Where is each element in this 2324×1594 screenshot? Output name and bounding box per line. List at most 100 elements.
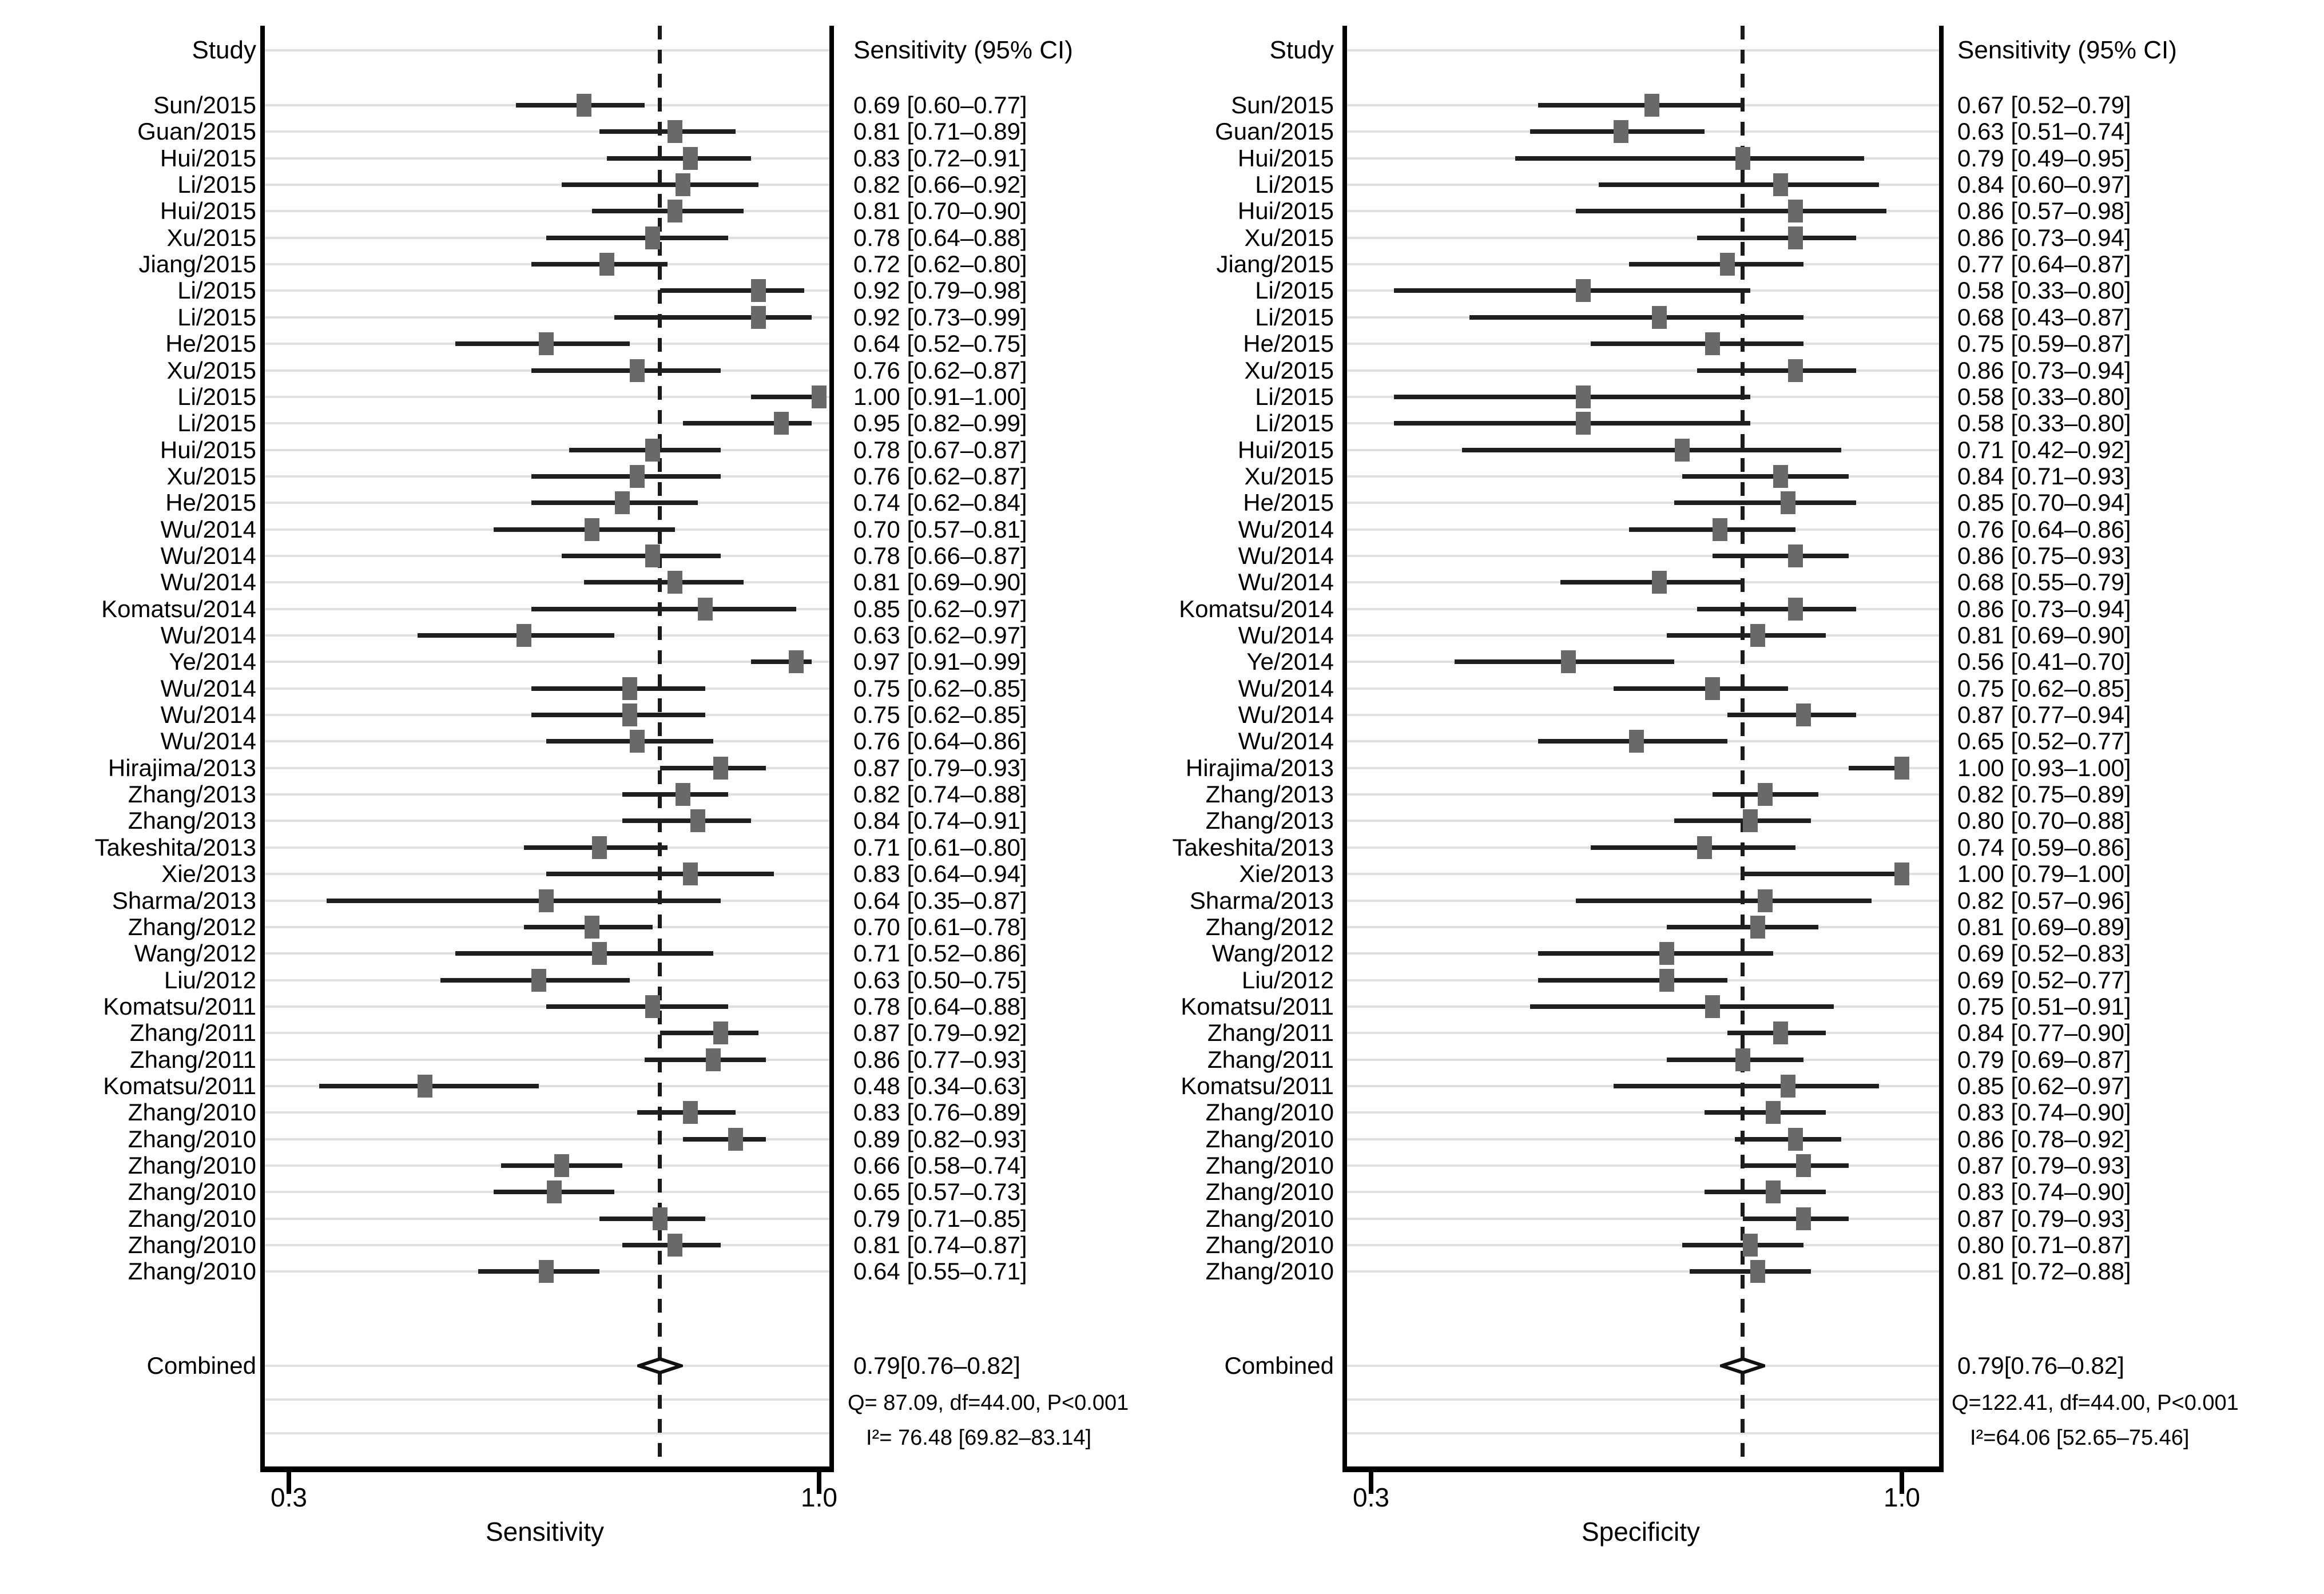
gridline	[1347, 793, 1939, 796]
point-estimate-marker	[682, 862, 698, 886]
value-text: 0.85 [0.70–0.94]	[1957, 489, 2131, 516]
value-text: 0.72 [0.62–0.80]	[853, 251, 1027, 278]
point-estimate-marker	[728, 1127, 744, 1151]
study-label: Zhang/2010	[128, 1258, 256, 1285]
point-estimate-marker	[1712, 518, 1727, 541]
study-label: Zhang/2011	[1207, 1019, 1334, 1047]
study-label: Wu/2014	[1238, 542, 1334, 569]
value-text: 0.58 [0.33–0.80]	[1957, 383, 2131, 410]
gridline	[265, 130, 829, 133]
value-text: 0.85 [0.62–0.97]	[853, 595, 1027, 622]
value-text: 0.70 [0.57–0.81]	[853, 515, 1027, 543]
ci-whisker	[599, 1216, 706, 1221]
point-estimate-marker	[1894, 756, 1909, 780]
point-estimate-marker	[1788, 1127, 1803, 1151]
study-label: Zhang/2011	[129, 1019, 256, 1047]
point-estimate-marker	[675, 783, 690, 806]
value-text: 0.92 [0.79–0.98]	[853, 277, 1027, 304]
value-text: 0.63 [0.62–0.97]	[853, 622, 1027, 649]
study-label: Hirajima/2013	[1185, 754, 1334, 781]
value-text: 0.87 [0.77–0.94]	[1957, 701, 2131, 729]
gridline	[265, 793, 829, 796]
study-label: Hui/2015	[160, 436, 256, 463]
value-text: 0.87 [0.79–0.93]	[1957, 1152, 2131, 1179]
study-label: Wu/2014	[1238, 622, 1334, 649]
study-label: Li/2015	[177, 410, 256, 437]
gridline	[1347, 1111, 1939, 1114]
point-estimate-marker	[668, 571, 683, 594]
study-label: Li/2015	[177, 303, 256, 331]
point-estimate-marker	[1742, 809, 1758, 833]
study-label: Guan/2015	[1215, 118, 1334, 145]
value-text: 0.82 [0.75–0.89]	[1957, 781, 2131, 808]
point-estimate-marker	[1758, 889, 1773, 912]
study-label: Takeshita/2013	[1172, 833, 1334, 861]
study-label: Wu/2014	[160, 569, 256, 596]
value-text: 0.76 [0.64–0.86]	[1957, 515, 2131, 543]
ci-whisker	[1667, 924, 1819, 929]
study-label: Takeshita/2013	[94, 833, 256, 861]
ci-whisker	[561, 553, 721, 558]
study-label: Xu/2015	[1244, 462, 1334, 490]
gridline	[265, 661, 829, 663]
gridline	[265, 395, 829, 398]
point-estimate-marker	[1788, 597, 1803, 621]
point-estimate-marker	[1659, 968, 1675, 992]
point-estimate-marker	[668, 120, 683, 144]
point-estimate-marker	[1659, 942, 1675, 965]
ci-whisker	[660, 1031, 759, 1036]
gridline	[1347, 1365, 1939, 1367]
study-label: He/2015	[1243, 489, 1334, 516]
study-label: Xu/2015	[1244, 224, 1334, 251]
point-estimate-marker	[1705, 332, 1720, 356]
point-estimate-marker	[539, 889, 554, 912]
point-estimate-marker	[1788, 359, 1803, 382]
point-estimate-marker	[1674, 438, 1690, 462]
ci-whisker	[546, 872, 774, 877]
ci-whisker	[1575, 209, 1887, 214]
study-label: Wu/2014	[1238, 515, 1334, 543]
study-label: Li/2015	[1255, 410, 1334, 437]
heterogeneity-i2: I²= 76.48 [69.82–83.14]	[866, 1426, 1092, 1450]
point-estimate-marker	[1750, 624, 1766, 647]
ci-whisker	[591, 209, 744, 214]
point-estimate-marker	[789, 650, 804, 674]
gridline	[265, 820, 829, 822]
study-label: Sun/2015	[153, 92, 256, 118]
study-label: Wu/2014	[160, 542, 256, 569]
point-estimate-marker	[1788, 200, 1803, 223]
ci-whisker	[531, 474, 721, 479]
ci-whisker	[531, 686, 706, 691]
study-label: Zhang/2010	[128, 1178, 256, 1206]
gridline	[265, 1244, 829, 1247]
study-label: Li/2015	[1255, 171, 1334, 198]
value-text: 0.83 [0.64–0.94]	[853, 860, 1027, 888]
value-text: 1.00 [0.91–1.00]	[853, 383, 1027, 410]
point-estimate-marker	[1629, 730, 1644, 753]
value-text: 0.79 [0.49–0.95]	[1957, 144, 2131, 172]
ci-whisker	[1515, 156, 1864, 161]
point-estimate-marker	[698, 597, 713, 621]
study-label: Sharma/2013	[112, 887, 256, 914]
point-estimate-marker	[645, 438, 660, 462]
value-text: 0.75 [0.62–0.85]	[1957, 674, 2131, 702]
gridline	[1347, 766, 1939, 769]
point-estimate-marker	[630, 359, 645, 382]
value-text: 0.81 [0.69–0.89]	[1957, 913, 2131, 940]
point-estimate-marker	[751, 305, 766, 329]
point-estimate-marker	[1560, 650, 1576, 674]
value-text: 0.81 [0.70–0.90]	[853, 197, 1027, 225]
gridline	[265, 316, 829, 319]
study-label: Liu/2012	[164, 966, 256, 993]
ci-whisker	[531, 500, 698, 506]
value-text: 0.70 [0.61–0.78]	[853, 913, 1027, 940]
ci-whisker	[1393, 288, 1750, 293]
value-text: 0.84 [0.60–0.97]	[1957, 171, 2131, 198]
study-label: Sharma/2013	[1189, 887, 1334, 914]
value-text: 0.69 [0.60–0.77]	[853, 92, 1027, 118]
ci-whisker	[584, 580, 744, 585]
study-label: Zhang/2013	[1205, 781, 1334, 808]
ci-whisker	[1742, 1163, 1849, 1168]
point-estimate-marker	[1795, 1154, 1811, 1177]
study-label: Jiang/2015	[1216, 251, 1334, 278]
